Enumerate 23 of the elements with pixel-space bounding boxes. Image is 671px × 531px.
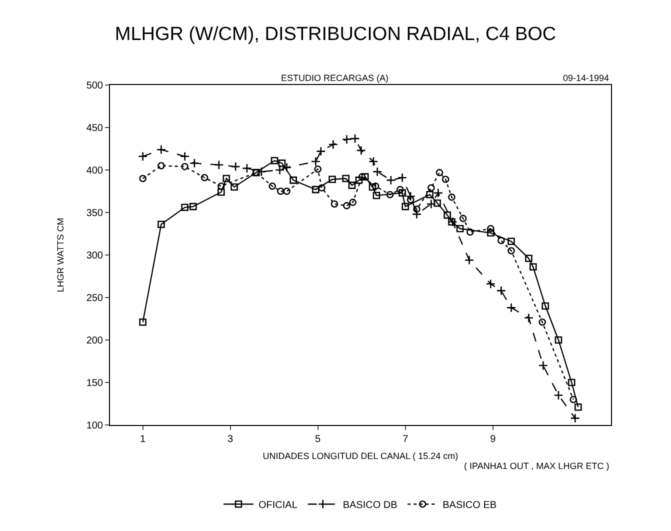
y-tick-label: 250	[86, 293, 104, 304]
legend-label: OFICIAL	[258, 500, 298, 511]
y-axis-title: LHGR WATTS CM	[56, 218, 66, 292]
y-tick-label: 300	[86, 250, 104, 262]
x-tick-label: 9	[490, 434, 496, 445]
legend-label: BASICO EB	[442, 500, 497, 511]
x-tick-label: 7	[402, 434, 409, 445]
y-tick-label: 350	[86, 208, 104, 219]
x-tick-label: 1	[140, 434, 146, 445]
x-axis-title: UNIDADES LONGITUD DEL CANAL ( 15.24 cm)	[262, 450, 458, 461]
y-tick-label: 150	[86, 378, 104, 389]
legend-label: BASICO DB	[342, 500, 398, 511]
text: 09-14-1994	[563, 73, 610, 83]
y-tick-label: 100	[86, 420, 104, 432]
x-tick-label: 3	[228, 434, 234, 445]
x-tick-label: 5	[315, 434, 322, 445]
chart-subtitle: ESTUDIO RECARGAS (A)	[281, 73, 389, 83]
y-tick-label: 450	[86, 123, 104, 134]
y-tick-label: 400	[86, 166, 104, 176]
chart-title: MLHGR (W/CM), DISTRIBUCION RADIAL, C4 BOC	[114, 24, 556, 45]
y-tick-label: 500	[86, 80, 104, 92]
y-tick-label: 200	[86, 336, 104, 346]
text: ( IPANHA1 OUT , MAX LHGR ETC )	[464, 461, 610, 471]
